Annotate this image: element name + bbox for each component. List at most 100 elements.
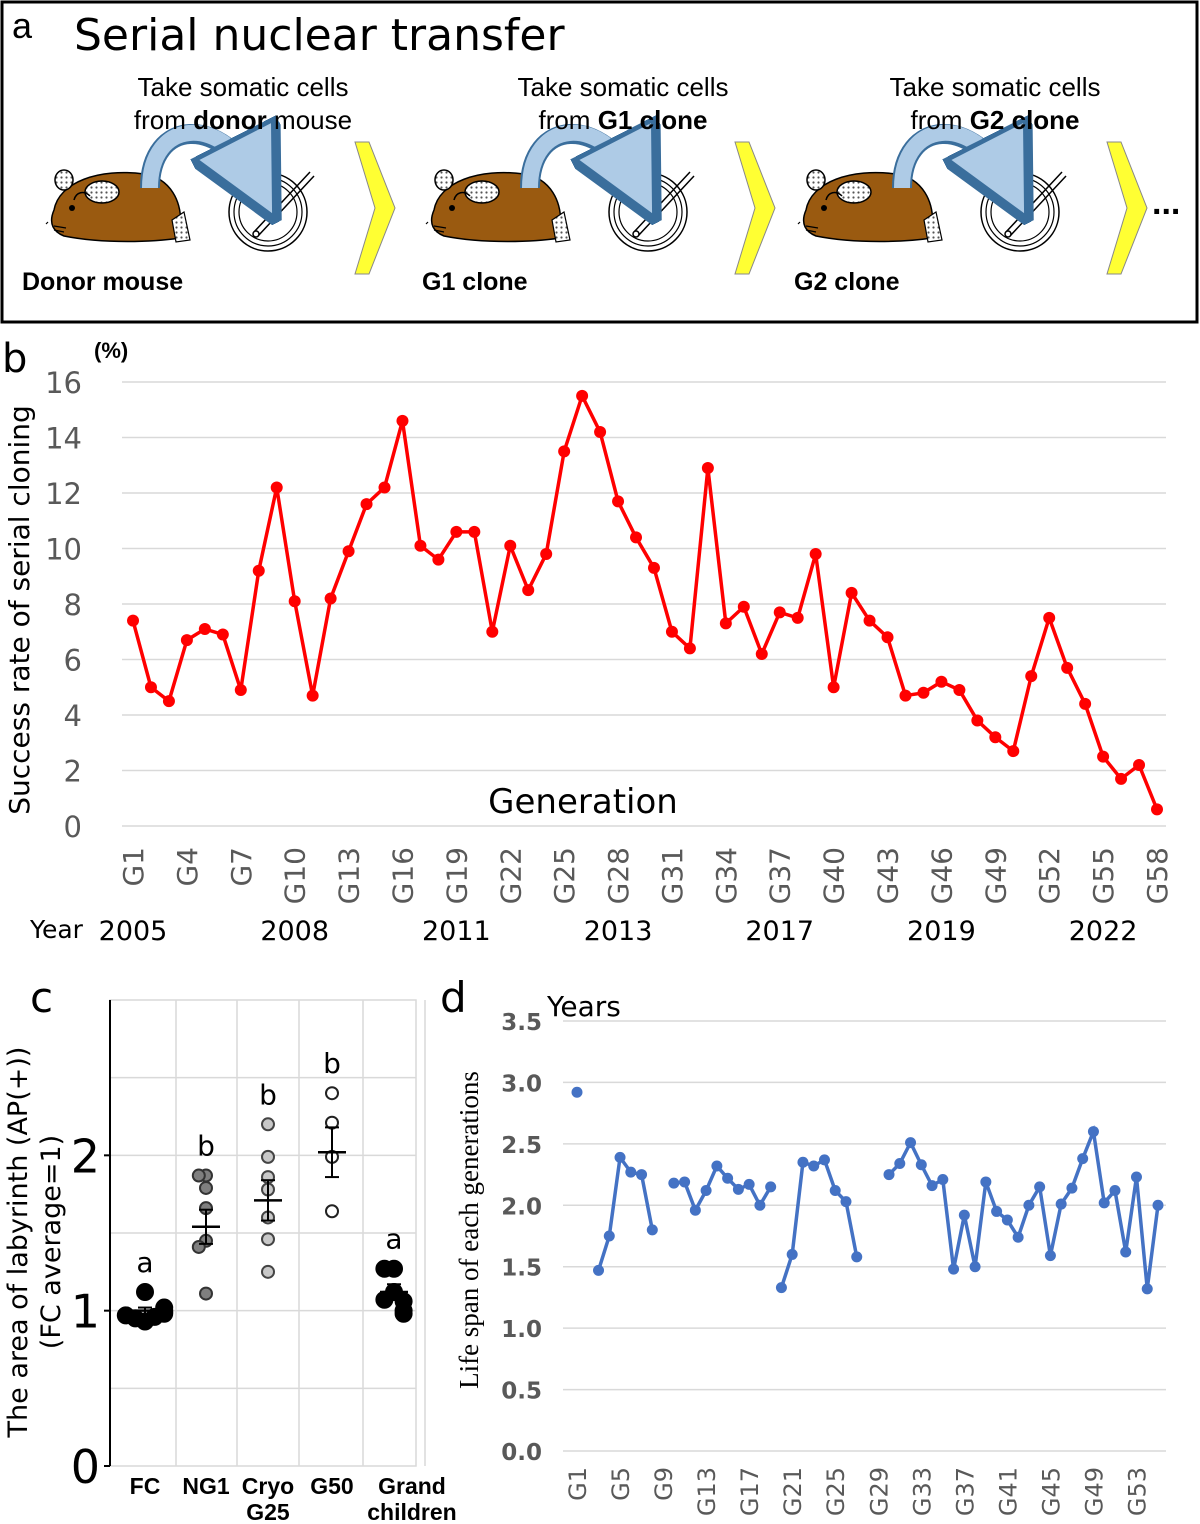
data-point (915, 1159, 927, 1171)
ellipsis: ... (1152, 184, 1180, 222)
culture-dish-icon (608, 171, 695, 252)
data-point (630, 531, 643, 544)
data-point (991, 1205, 1003, 1217)
series-line (673, 1162, 773, 1215)
panel-a-letter: a (12, 5, 33, 46)
data-point (808, 1160, 820, 1172)
panel-c-letter: c (30, 973, 53, 1022)
data-point (1097, 750, 1110, 763)
data-point (571, 1086, 583, 1098)
data-point (851, 1251, 863, 1263)
series-line (779, 1157, 859, 1289)
y-tick-label: 3.0 (501, 1071, 542, 1097)
y-tick-label: 0.0 (501, 1440, 542, 1466)
data-point (261, 1117, 275, 1132)
data-point (144, 681, 157, 694)
data-point (614, 1151, 626, 1163)
y-tick-label: 3.5 (501, 1010, 542, 1036)
year-label: 2005 (99, 916, 168, 947)
data-point (191, 1239, 206, 1254)
step-line2-bold: G2 clone (970, 105, 1080, 135)
data-point (797, 1156, 809, 1168)
transfer-arrow-icon (522, 133, 635, 188)
data-point (818, 1154, 830, 1166)
data-point (791, 611, 804, 624)
y-tick-label: 10 (45, 533, 82, 567)
data-point (288, 595, 301, 608)
data-point (1066, 1182, 1078, 1194)
data-point (450, 525, 463, 538)
x-tick-label: G43 (872, 847, 905, 904)
data-point (155, 1298, 174, 1317)
x-tick-label: G37 (951, 1467, 979, 1516)
data-point (989, 731, 1002, 744)
mouse-label: Donor mouse (22, 268, 183, 296)
year-label: 2013 (584, 916, 653, 947)
data-point (786, 1248, 798, 1260)
panel-d: d Years Life span of each generations 0.… (440, 973, 1166, 1516)
data-point (1025, 670, 1038, 683)
data-point (396, 414, 409, 427)
x-tick-label: G1 (117, 847, 150, 887)
panel-b-letter: b (2, 336, 27, 382)
data-point (827, 681, 840, 694)
y-tick-label: 8 (64, 588, 82, 622)
significance-letter: b (323, 1047, 341, 1080)
y-tick-label: 2 (71, 1129, 100, 1183)
data-point (881, 631, 894, 644)
x-tick-label: G31 (656, 847, 689, 904)
panel-c-ylabel2: (FC average=1) (36, 1135, 67, 1349)
data-point (737, 600, 750, 613)
group-label: NG1 (182, 1473, 230, 1499)
data-point (1023, 1199, 1035, 1211)
data-point (625, 1166, 637, 1178)
data-point (722, 1172, 734, 1184)
data-point (754, 1199, 766, 1211)
data-point (1034, 1181, 1046, 1193)
data-point (116, 1306, 135, 1325)
y-tick-label: 1 (71, 1285, 100, 1339)
mouse-icon (425, 169, 571, 243)
x-tick-label: G25 (548, 847, 581, 904)
data-point (198, 622, 211, 635)
x-tick-label: G17 (736, 1467, 764, 1516)
series-line (596, 1152, 655, 1271)
data-point (935, 675, 948, 688)
step-line1: Take somatic cells (518, 72, 729, 102)
group-label: G25 (246, 1499, 290, 1524)
data-point (1115, 772, 1128, 785)
data-point (432, 553, 445, 566)
data-point (558, 445, 571, 458)
panel-d-yunit: Years (546, 990, 621, 1023)
year-label: 2011 (422, 916, 491, 947)
y-tick-label: 2 (64, 755, 82, 789)
data-point (917, 686, 930, 699)
data-point (199, 1286, 213, 1301)
data-point (594, 425, 607, 438)
data-point (375, 1259, 394, 1278)
step-line2-bold: donor (193, 105, 267, 135)
data-point (775, 1282, 787, 1294)
data-point (576, 389, 589, 402)
panel-a: a Serial nuclear transfer ... Take somat… (0, 0, 1199, 324)
next-chevron-icon (354, 141, 396, 275)
y-tick-label: 2.5 (501, 1133, 542, 1159)
data-point (683, 642, 696, 655)
culture-dish-icon (228, 171, 315, 252)
step-line2-pre: from (910, 105, 969, 135)
step-line1: Take somatic cells (138, 72, 349, 102)
step-line2-post: mouse (267, 105, 352, 135)
x-tick-label: G13 (693, 1467, 721, 1516)
data-point (765, 1181, 777, 1193)
data-point (719, 617, 732, 630)
group-label: FC (130, 1473, 161, 1499)
panel-b: b (%) Success rate of serial cloning 0 2 4… (2, 336, 1174, 947)
significance-letter: b (259, 1078, 277, 1111)
significance-letter: a (385, 1223, 402, 1256)
data-point (342, 545, 355, 558)
y-tick-label: 0 (64, 810, 82, 844)
x-tick-label: G10 (279, 847, 312, 904)
data-point (1152, 1199, 1164, 1211)
data-point (679, 1176, 691, 1188)
